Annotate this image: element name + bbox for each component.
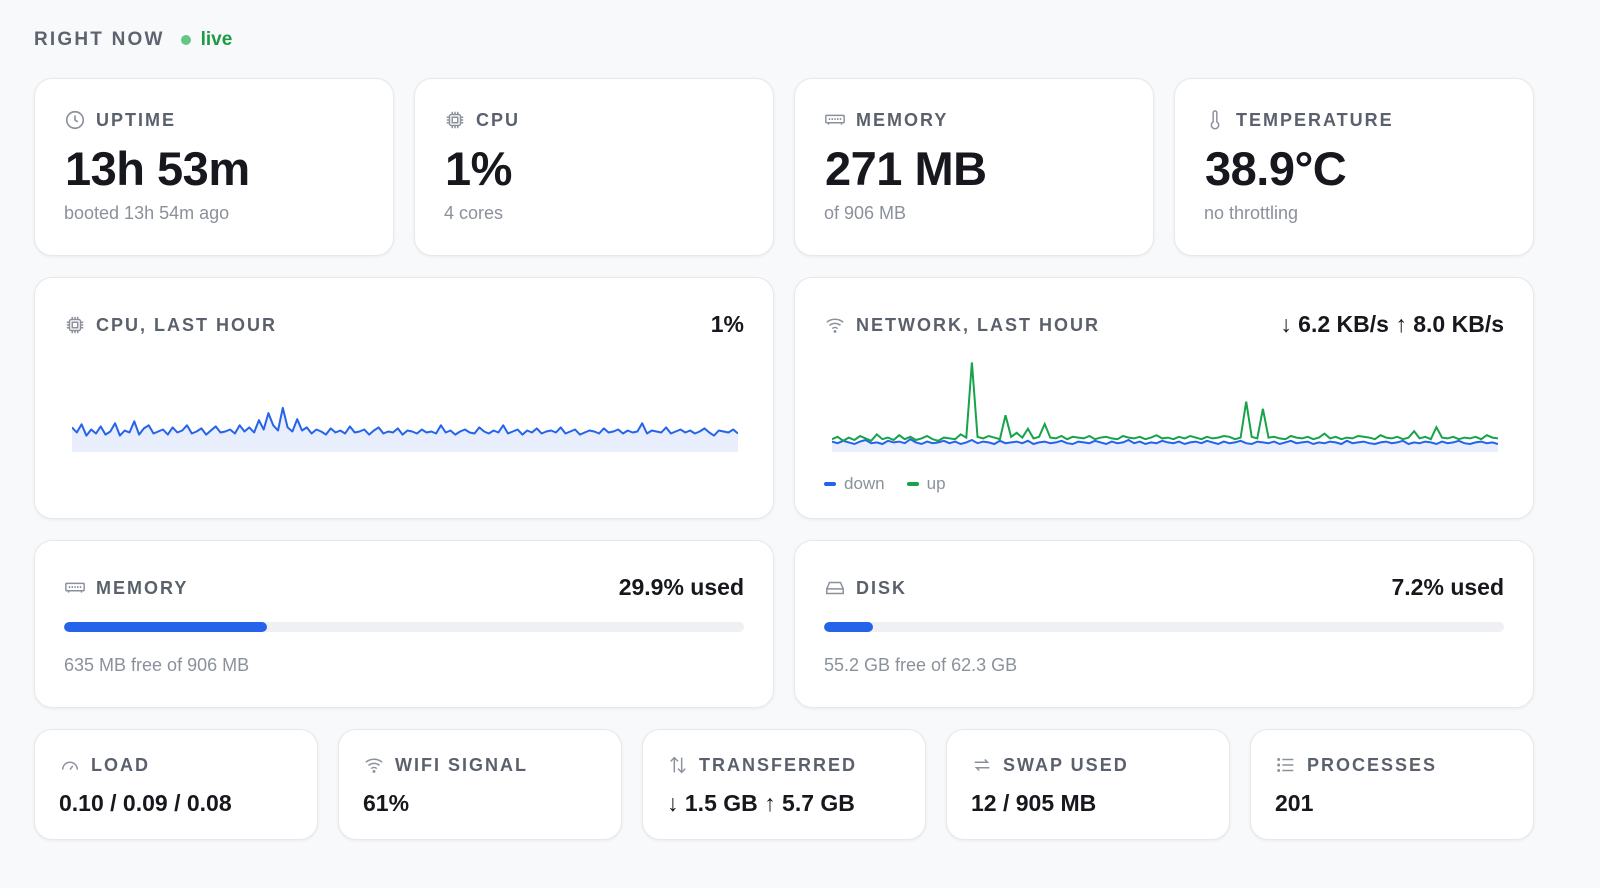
disk-usage-label: DISK: [856, 577, 908, 598]
processes-label: PROCESSES: [1307, 754, 1438, 775]
temperature-card: TEMPERATURE 38.9°C no throttling: [1174, 78, 1534, 256]
uptime-value: 13h 53m: [65, 142, 250, 195]
processes-value: 201: [1275, 790, 1314, 816]
memory-sub: of 906 MB: [824, 203, 907, 223]
chart-legend: down up: [824, 474, 968, 494]
memory-progress-track: [64, 622, 744, 632]
uptime-sub: booted 13h 54m ago: [64, 203, 230, 223]
cpu-area-fill: [72, 407, 738, 452]
cpu-chip-icon: [64, 314, 86, 336]
memory-label: MEMORY: [856, 109, 949, 130]
live-status-dot: [180, 35, 191, 45]
load-label: LOAD: [91, 754, 150, 775]
live-status-label: live: [200, 29, 233, 50]
wifi-signal-value: 61%: [363, 790, 410, 816]
wifi-signal-label: WIFI SIGNAL: [395, 754, 528, 775]
transferred-value: ↓ 1.5 GB ↑ 5.7 GB: [667, 790, 855, 816]
cpu-sub: 4 cores: [444, 203, 504, 223]
legend-down-label: down: [844, 474, 885, 493]
wifi-icon: [824, 314, 846, 336]
memory-usage-label: MEMORY: [96, 577, 189, 598]
transferred-card: TRANSFERRED ↓ 1.5 GB ↑ 5.7 GB: [642, 729, 926, 840]
list-icon: [1275, 754, 1297, 776]
network-history-chart: [832, 362, 1498, 452]
cpu-series-line: [72, 406, 738, 437]
network-history-current: ↓ 6.2 KB/s ↑ 8.0 KB/s: [1280, 311, 1504, 337]
disk-usage-sub: 55.2 GB free of 62.3 GB: [824, 655, 1018, 675]
clock-icon: [64, 109, 86, 131]
temperature-label: TEMPERATURE: [1236, 109, 1394, 130]
disk-progress-fill: [824, 622, 873, 632]
network-up-line: [832, 362, 1498, 443]
cpu-value: 1%: [445, 142, 512, 195]
network-down-line: [832, 438, 1498, 446]
legend-up: up: [906, 474, 946, 494]
memory-card: MEMORY 271 MB of 906 MB: [794, 78, 1154, 256]
memory-usage-card: MEMORY 29.9% used 635 MB free of 906 MB: [34, 540, 774, 708]
swap-label: SWAP USED: [1003, 754, 1129, 775]
memory-usage-sub: 635 MB free of 906 MB: [64, 655, 250, 675]
disk-usage-card: DISK 7.2% used 55.2 GB free of 62.3 GB: [794, 540, 1534, 708]
legend-swatch-up: [906, 482, 919, 486]
processes-card: PROCESSES 201: [1250, 729, 1534, 840]
gauge-icon: [59, 754, 81, 776]
section-title: RIGHT NOW: [34, 29, 165, 50]
memory-value: 271 MB: [825, 142, 987, 195]
cpu-label: CPU: [476, 109, 521, 130]
legend-down: down: [824, 474, 885, 494]
swap-card: SWAP USED 12 / 905 MB: [946, 729, 1230, 840]
disk-usage-percent: 7.2% used: [1391, 574, 1505, 600]
cpu-chip-icon: [444, 109, 466, 131]
legend-swatch-down: [824, 482, 836, 486]
transferred-label: TRANSFERRED: [699, 754, 858, 775]
cpu-history-label: CPU, LAST HOUR: [96, 314, 277, 335]
legend-up-label: up: [926, 474, 946, 493]
memory-usage-percent: 29.9% used: [618, 574, 744, 600]
arrows-updown-icon: [667, 754, 689, 776]
cpu-history-card: CPU, LAST HOUR 1%: [34, 277, 774, 519]
temperature-sub: no throttling: [1204, 203, 1299, 223]
network-history-label: NETWORK, LAST HOUR: [856, 314, 1100, 335]
section-header: RIGHT NOW live: [34, 28, 232, 52]
memory-icon: [824, 109, 846, 131]
uptime-label: UPTIME: [96, 109, 177, 130]
memory-icon: [64, 577, 86, 599]
disk-icon: [824, 577, 846, 599]
disk-progress-track: [824, 622, 1504, 632]
cpu-card: CPU 1% 4 cores: [414, 78, 774, 256]
thermometer-icon: [1204, 109, 1226, 131]
swap-icon: [971, 754, 993, 776]
cpu-history-current: 1%: [710, 311, 744, 337]
uptime-card: UPTIME 13h 53m booted 13h 54m ago: [34, 78, 394, 256]
swap-value: 12 / 905 MB: [971, 790, 1097, 816]
network-history-card: NETWORK, LAST HOUR ↓ 6.2 KB/s ↑ 8.0 KB/s…: [794, 277, 1534, 519]
wifi-icon: [363, 754, 385, 776]
memory-progress-fill: [64, 622, 268, 632]
cpu-history-chart: [72, 406, 738, 452]
wifi-signal-card: WIFI SIGNAL 61%: [338, 729, 622, 840]
load-card: LOAD 0.10 / 0.09 / 0.08: [34, 729, 318, 840]
load-value: 0.10 / 0.09 / 0.08: [59, 790, 232, 816]
temperature-value: 38.9°C: [1205, 142, 1347, 195]
